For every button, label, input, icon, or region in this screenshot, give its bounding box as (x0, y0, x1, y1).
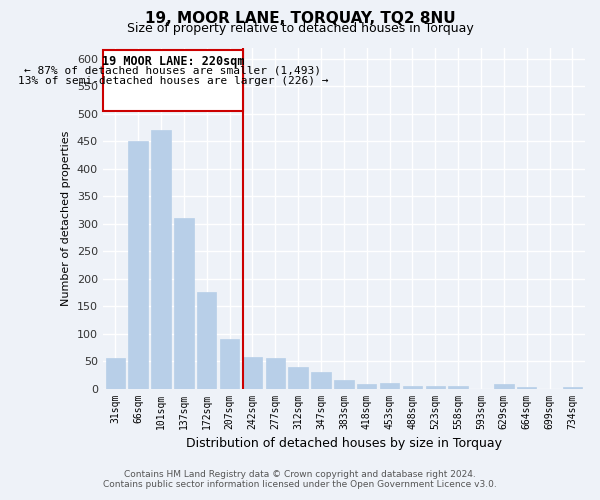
Text: 13% of semi-detached houses are larger (226) →: 13% of semi-detached houses are larger (… (17, 76, 328, 86)
Text: 19 MOOR LANE: 220sqm: 19 MOOR LANE: 220sqm (101, 54, 244, 68)
Bar (425, 386, 445, 388)
Bar (128, 141, 148, 388)
Text: ← 87% of detached houses are smaller (1,493): ← 87% of detached houses are smaller (1,… (24, 66, 321, 76)
Bar (311, 372, 331, 388)
FancyBboxPatch shape (103, 50, 243, 111)
Text: Contains HM Land Registry data © Crown copyright and database right 2024.
Contai: Contains HM Land Registry data © Crown c… (103, 470, 497, 489)
Bar (289, 366, 308, 388)
X-axis label: Distribution of detached houses by size in Torquay: Distribution of detached houses by size … (186, 437, 502, 450)
Bar (266, 358, 285, 388)
Bar (151, 130, 171, 388)
Bar (106, 358, 125, 388)
Bar (357, 384, 376, 388)
Y-axis label: Number of detached properties: Number of detached properties (61, 130, 71, 306)
Bar (220, 339, 239, 388)
Text: Size of property relative to detached houses in Torquay: Size of property relative to detached ho… (127, 22, 473, 35)
Bar (174, 218, 194, 388)
Bar (403, 386, 422, 388)
Bar (380, 383, 400, 388)
Text: 19, MOOR LANE, TORQUAY, TQ2 8NU: 19, MOOR LANE, TORQUAY, TQ2 8NU (145, 11, 455, 26)
Bar (197, 292, 217, 388)
Bar (243, 356, 262, 388)
Bar (334, 380, 353, 388)
Bar (494, 384, 514, 388)
Bar (448, 386, 468, 388)
